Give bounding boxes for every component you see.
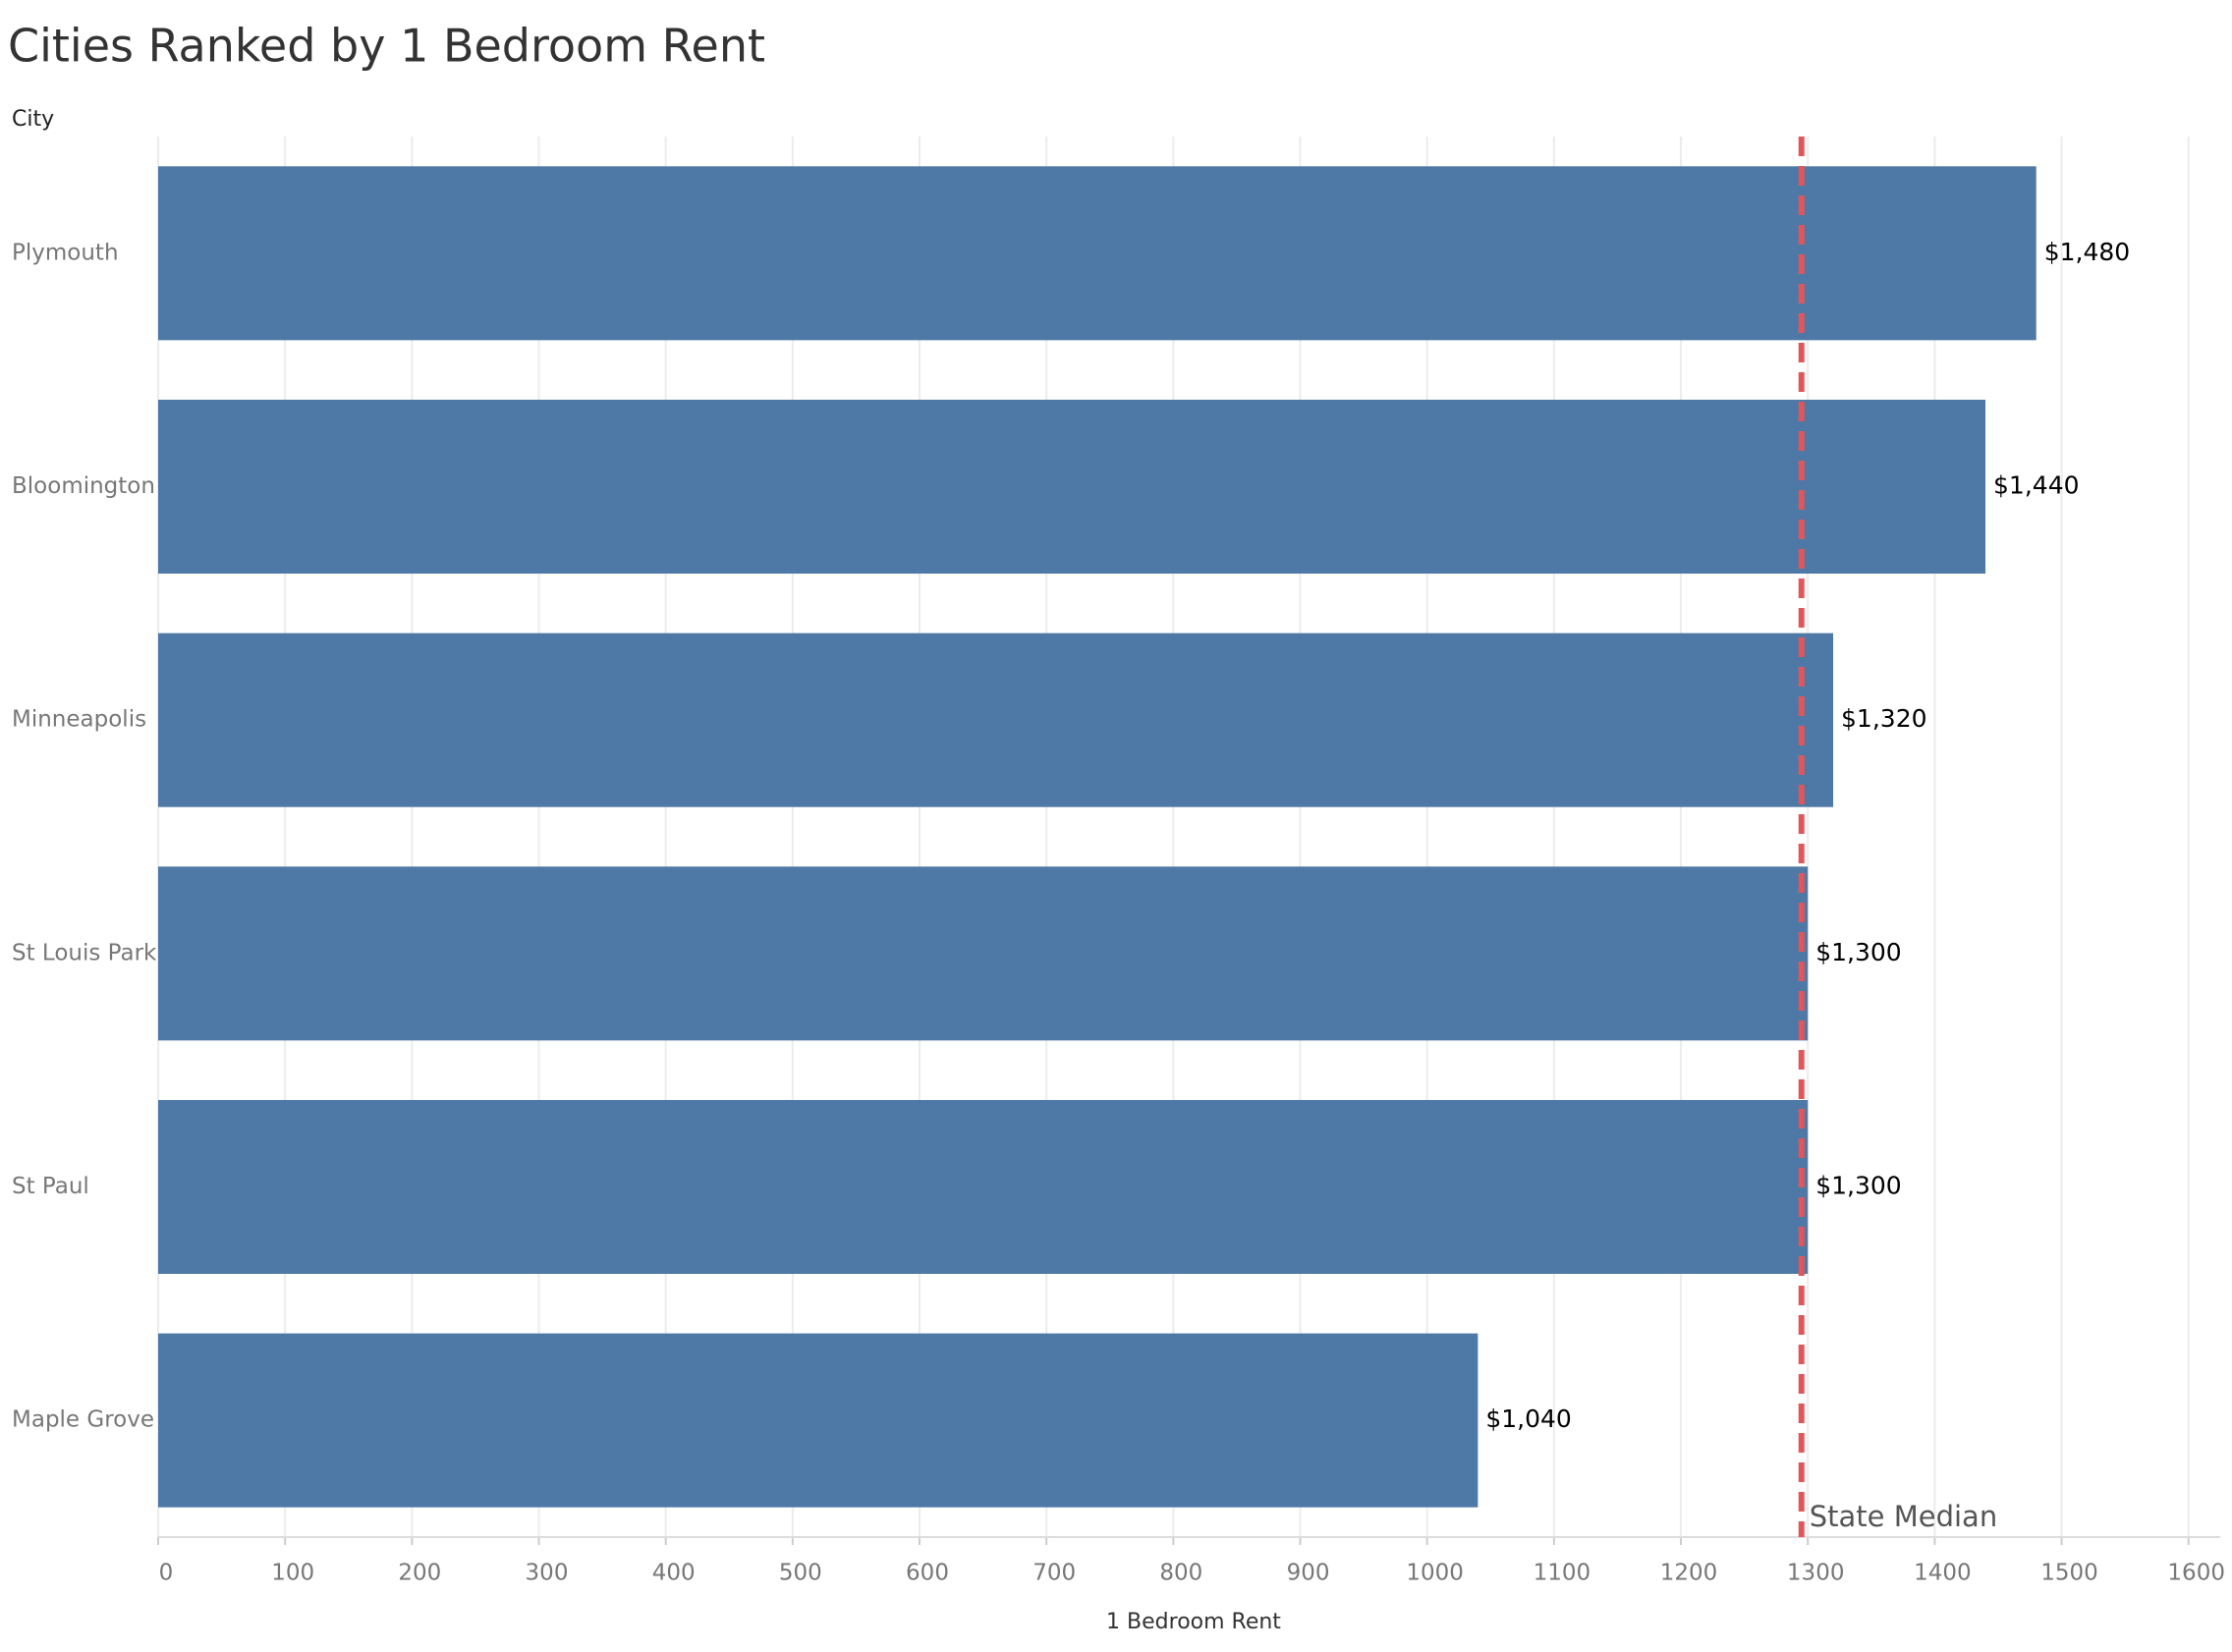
x-axis-title: 1 Bedroom Rent <box>1106 1610 1281 1634</box>
x-tick-label: 1000 <box>1406 1561 1464 1586</box>
x-tick-label: 1200 <box>1660 1561 1718 1586</box>
y-tick-label: St Paul <box>12 1174 89 1199</box>
reference-label: State Median <box>1810 1500 1997 1533</box>
bar <box>158 1333 1479 1508</box>
data-label: $1,440 <box>1993 471 2079 500</box>
x-tick-label: 700 <box>1032 1561 1076 1586</box>
x-tick-label: 1600 <box>2167 1561 2225 1586</box>
data-label: $1,300 <box>1815 938 1901 966</box>
y-tick-label: Maple Grove <box>12 1407 154 1433</box>
y-tick-label: Plymouth <box>12 240 119 265</box>
data-label: $1,480 <box>2044 238 2130 266</box>
x-tick-label: 300 <box>526 1561 569 1586</box>
x-tick-label: 500 <box>779 1561 822 1586</box>
x-tick-label: 1500 <box>2040 1561 2098 1586</box>
bar <box>158 166 2037 341</box>
data-label: $1,040 <box>1485 1404 1571 1433</box>
x-tick-label: 900 <box>1287 1561 1330 1586</box>
x-tick-label: 1100 <box>1534 1561 1591 1586</box>
x-tick-label: 600 <box>906 1561 949 1586</box>
x-tick-label: 400 <box>652 1561 696 1586</box>
x-tick-label: 200 <box>398 1561 441 1586</box>
x-tick-label: 100 <box>271 1561 314 1586</box>
x-tick-label: 800 <box>1159 1561 1202 1586</box>
y-tick-label: Minneapolis <box>12 707 146 733</box>
bar <box>158 1099 1809 1275</box>
x-tick-label: 1300 <box>1787 1561 1845 1586</box>
x-tick-label: 0 <box>159 1561 174 1586</box>
data-label: $1,320 <box>1841 704 1926 733</box>
bar <box>158 399 1986 575</box>
chart-title: Cities Ranked by 1 Bedroom Rent <box>8 20 765 73</box>
bar <box>158 633 1834 807</box>
bar <box>158 866 1809 1041</box>
y-axis-title: City <box>12 107 54 132</box>
y-tick-label: Bloomington <box>12 473 155 499</box>
data-label: $1,300 <box>1815 1172 1901 1200</box>
y-tick-label: St Louis Park <box>12 940 157 965</box>
x-tick-label: 1400 <box>1914 1561 1972 1586</box>
